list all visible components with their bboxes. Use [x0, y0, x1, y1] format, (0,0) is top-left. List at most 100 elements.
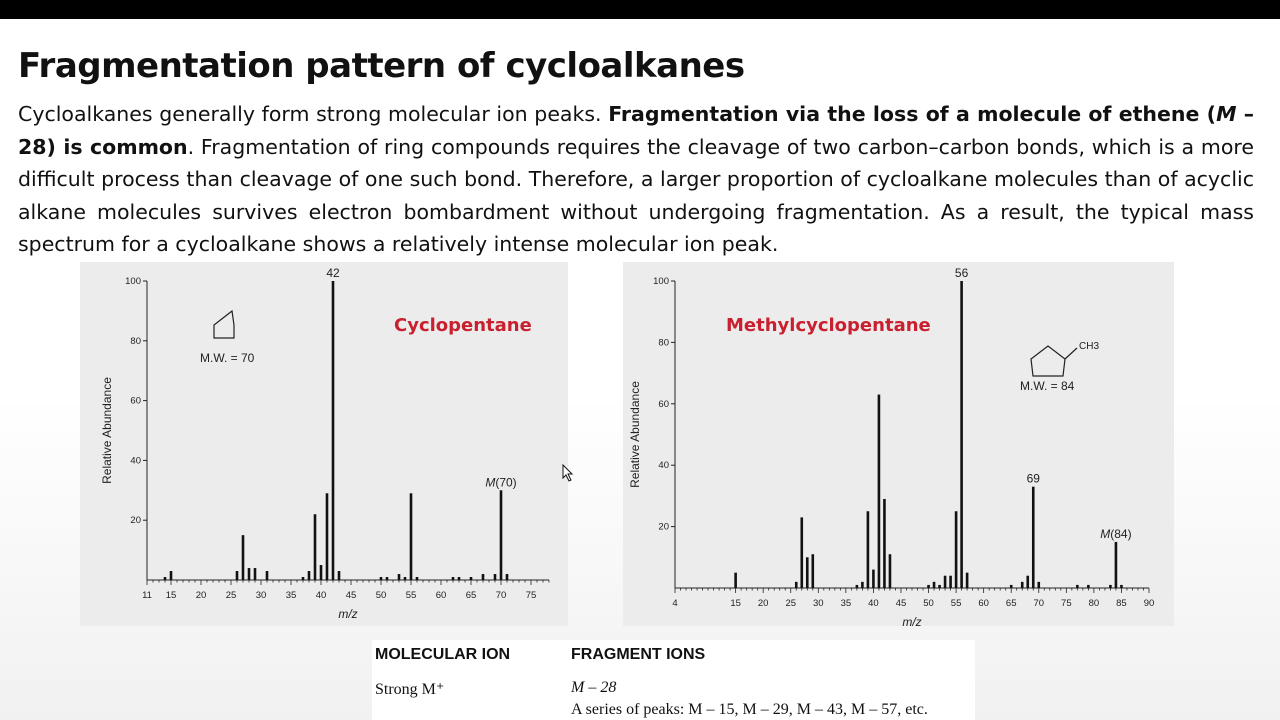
slide-title: Fragmentation pattern of cycloalkanes [18, 46, 745, 86]
spectrum-peak [811, 554, 815, 588]
spectrum-peak [481, 574, 485, 580]
spectrum-peak [866, 511, 870, 588]
x-axis-label: m/z [902, 615, 921, 626]
spectrum-peak [235, 571, 239, 580]
spectrum-peak [800, 517, 804, 588]
x-tick-label: 90 [1144, 598, 1155, 609]
spectrum-peak [877, 394, 881, 588]
para-bold-2: – 28) is common [18, 102, 1254, 159]
peak-label: 42 [326, 266, 340, 280]
x-tick-label: 75 [526, 590, 537, 601]
spectrum-peak [415, 577, 419, 580]
x-tick-label: 70 [1033, 598, 1044, 609]
spectrum-peak [1009, 584, 1013, 588]
peak-label: M(70) [485, 475, 516, 489]
x-tick-label: 40 [316, 590, 327, 601]
y-tick-label: 60 [130, 396, 141, 407]
spectrum-peak [499, 490, 503, 580]
x-tick-label: 70 [496, 590, 507, 601]
cyclopentane-mass-spectrum: M.W. = 70 Cyclopentane 20 40 60 80 100 11 15 20… [80, 262, 568, 626]
spectrum-peak [493, 574, 497, 580]
y-tick-label: 100 [125, 276, 141, 287]
peak-label-italic: M [485, 475, 495, 489]
x-tick-label: 55 [951, 598, 962, 609]
table-cell-fragment-2: A series of peaks: M – 15, M – 29, M – 4… [571, 701, 928, 718]
spectrum-peak [337, 571, 341, 580]
peak-label: 56 [955, 266, 969, 280]
peak-label-text: 42 [326, 266, 340, 280]
spectrum-peak [409, 493, 413, 580]
x-tick-label: 11 [142, 590, 152, 601]
spectrum-peak [1109, 584, 1112, 588]
spectrum-peak [313, 514, 317, 580]
x-tick-label: 30 [256, 590, 267, 601]
spectrum-peak [943, 575, 947, 588]
spectrum-peak [331, 281, 335, 580]
x-tick-label: 20 [196, 590, 207, 601]
spectrum-peak [927, 584, 930, 588]
compound-name-label: Cyclopentane [394, 315, 532, 336]
spectrum-peak [325, 493, 329, 580]
peak-label-text: (70) [495, 475, 516, 489]
spectrum-peak [241, 535, 245, 580]
x-tick-label: 85 [1116, 598, 1127, 609]
x-tick-label: 50 [923, 598, 934, 609]
spectrum-peak [265, 571, 269, 580]
slide-paragraph: Cycloalkanes generally form strong molec… [18, 98, 1254, 261]
spectrum-peak [805, 557, 809, 588]
spectrum-peak [247, 568, 251, 580]
x-tick-label: 15 [730, 598, 741, 609]
para-part-3: . Fragmentation of ring compounds requir… [18, 134, 1254, 257]
y-axis-label: Relative Abundance [100, 377, 114, 484]
structure-mw-label: M.W. = 84 [1020, 379, 1075, 393]
table-header-fragment-ions: FRAGMENT IONS [571, 646, 706, 663]
compound-name-label: Methylcyclopentane [726, 315, 931, 336]
spectrum-peak [1037, 581, 1041, 588]
spectrum-peak [307, 571, 311, 580]
spectrum-peak [1087, 584, 1090, 588]
methyl-bond-line [1064, 347, 1078, 360]
methyl-group-label: CH3 [1079, 341, 1099, 352]
y-tick-label: 40 [130, 455, 141, 466]
spectrum-peak [1031, 486, 1035, 588]
x-axis-label: m/z [338, 607, 357, 621]
x-tick-label: 45 [346, 590, 357, 601]
spectrum-peak [163, 577, 167, 580]
spectrum-peak [883, 498, 886, 588]
spectrum-peak [1114, 541, 1118, 588]
x-tick-label: 45 [896, 598, 907, 609]
spectrum-peak [960, 281, 963, 588]
table-cell-fragment-1: M – 28 [571, 679, 617, 696]
x-tick-label: 25 [226, 590, 237, 601]
spectrum-peak [1020, 581, 1024, 588]
y-tick-label: 60 [658, 399, 669, 410]
spectrum-peak [938, 584, 941, 588]
methylcyclopentane-mass-spectrum: CH3 M.W. = 84 Methylcyclopentane 20 40 60 8… [623, 262, 1174, 626]
chart-background [623, 262, 1174, 626]
peak-label-italic: M [1100, 527, 1110, 541]
spectrum-peak [861, 581, 864, 588]
para-bold-italic: M [1216, 102, 1237, 126]
spectrum-peak [469, 577, 473, 580]
methylcyclopentane-structure-icon [1030, 345, 1066, 377]
peak-label-text: (84) [1110, 527, 1131, 541]
spectrum-peak [169, 571, 173, 580]
spectrum-peak [397, 574, 401, 580]
x-tick-label: 30 [813, 598, 824, 609]
y-tick-label: 80 [130, 336, 141, 347]
x-tick-label: 4 [672, 598, 677, 609]
x-tick-label: 65 [466, 590, 477, 601]
peak-label-text: 56 [955, 266, 969, 280]
table-cell-molecular-ion: Strong M⁺ [375, 681, 445, 698]
spectrum-peak [932, 581, 936, 588]
cyclopentane-spectrum-svg: M.W. = 70 Cyclopentane 20 40 60 80 100 11 15 20… [80, 262, 568, 626]
x-tick-label: 50 [376, 590, 387, 601]
x-tick-label: 80 [1089, 598, 1100, 609]
methylcyclopentane-spectrum-svg: CH3 M.W. = 84 Methylcyclopentane 20 40 60 8… [623, 262, 1174, 626]
spectrum-peak [451, 577, 455, 580]
y-axis-label: Relative Abundance [628, 381, 642, 488]
x-tick-label: 65 [1006, 598, 1017, 609]
peak-label: M(84) [1100, 527, 1131, 541]
spectrum-peak [403, 577, 407, 580]
y-tick-label: 20 [130, 515, 141, 526]
